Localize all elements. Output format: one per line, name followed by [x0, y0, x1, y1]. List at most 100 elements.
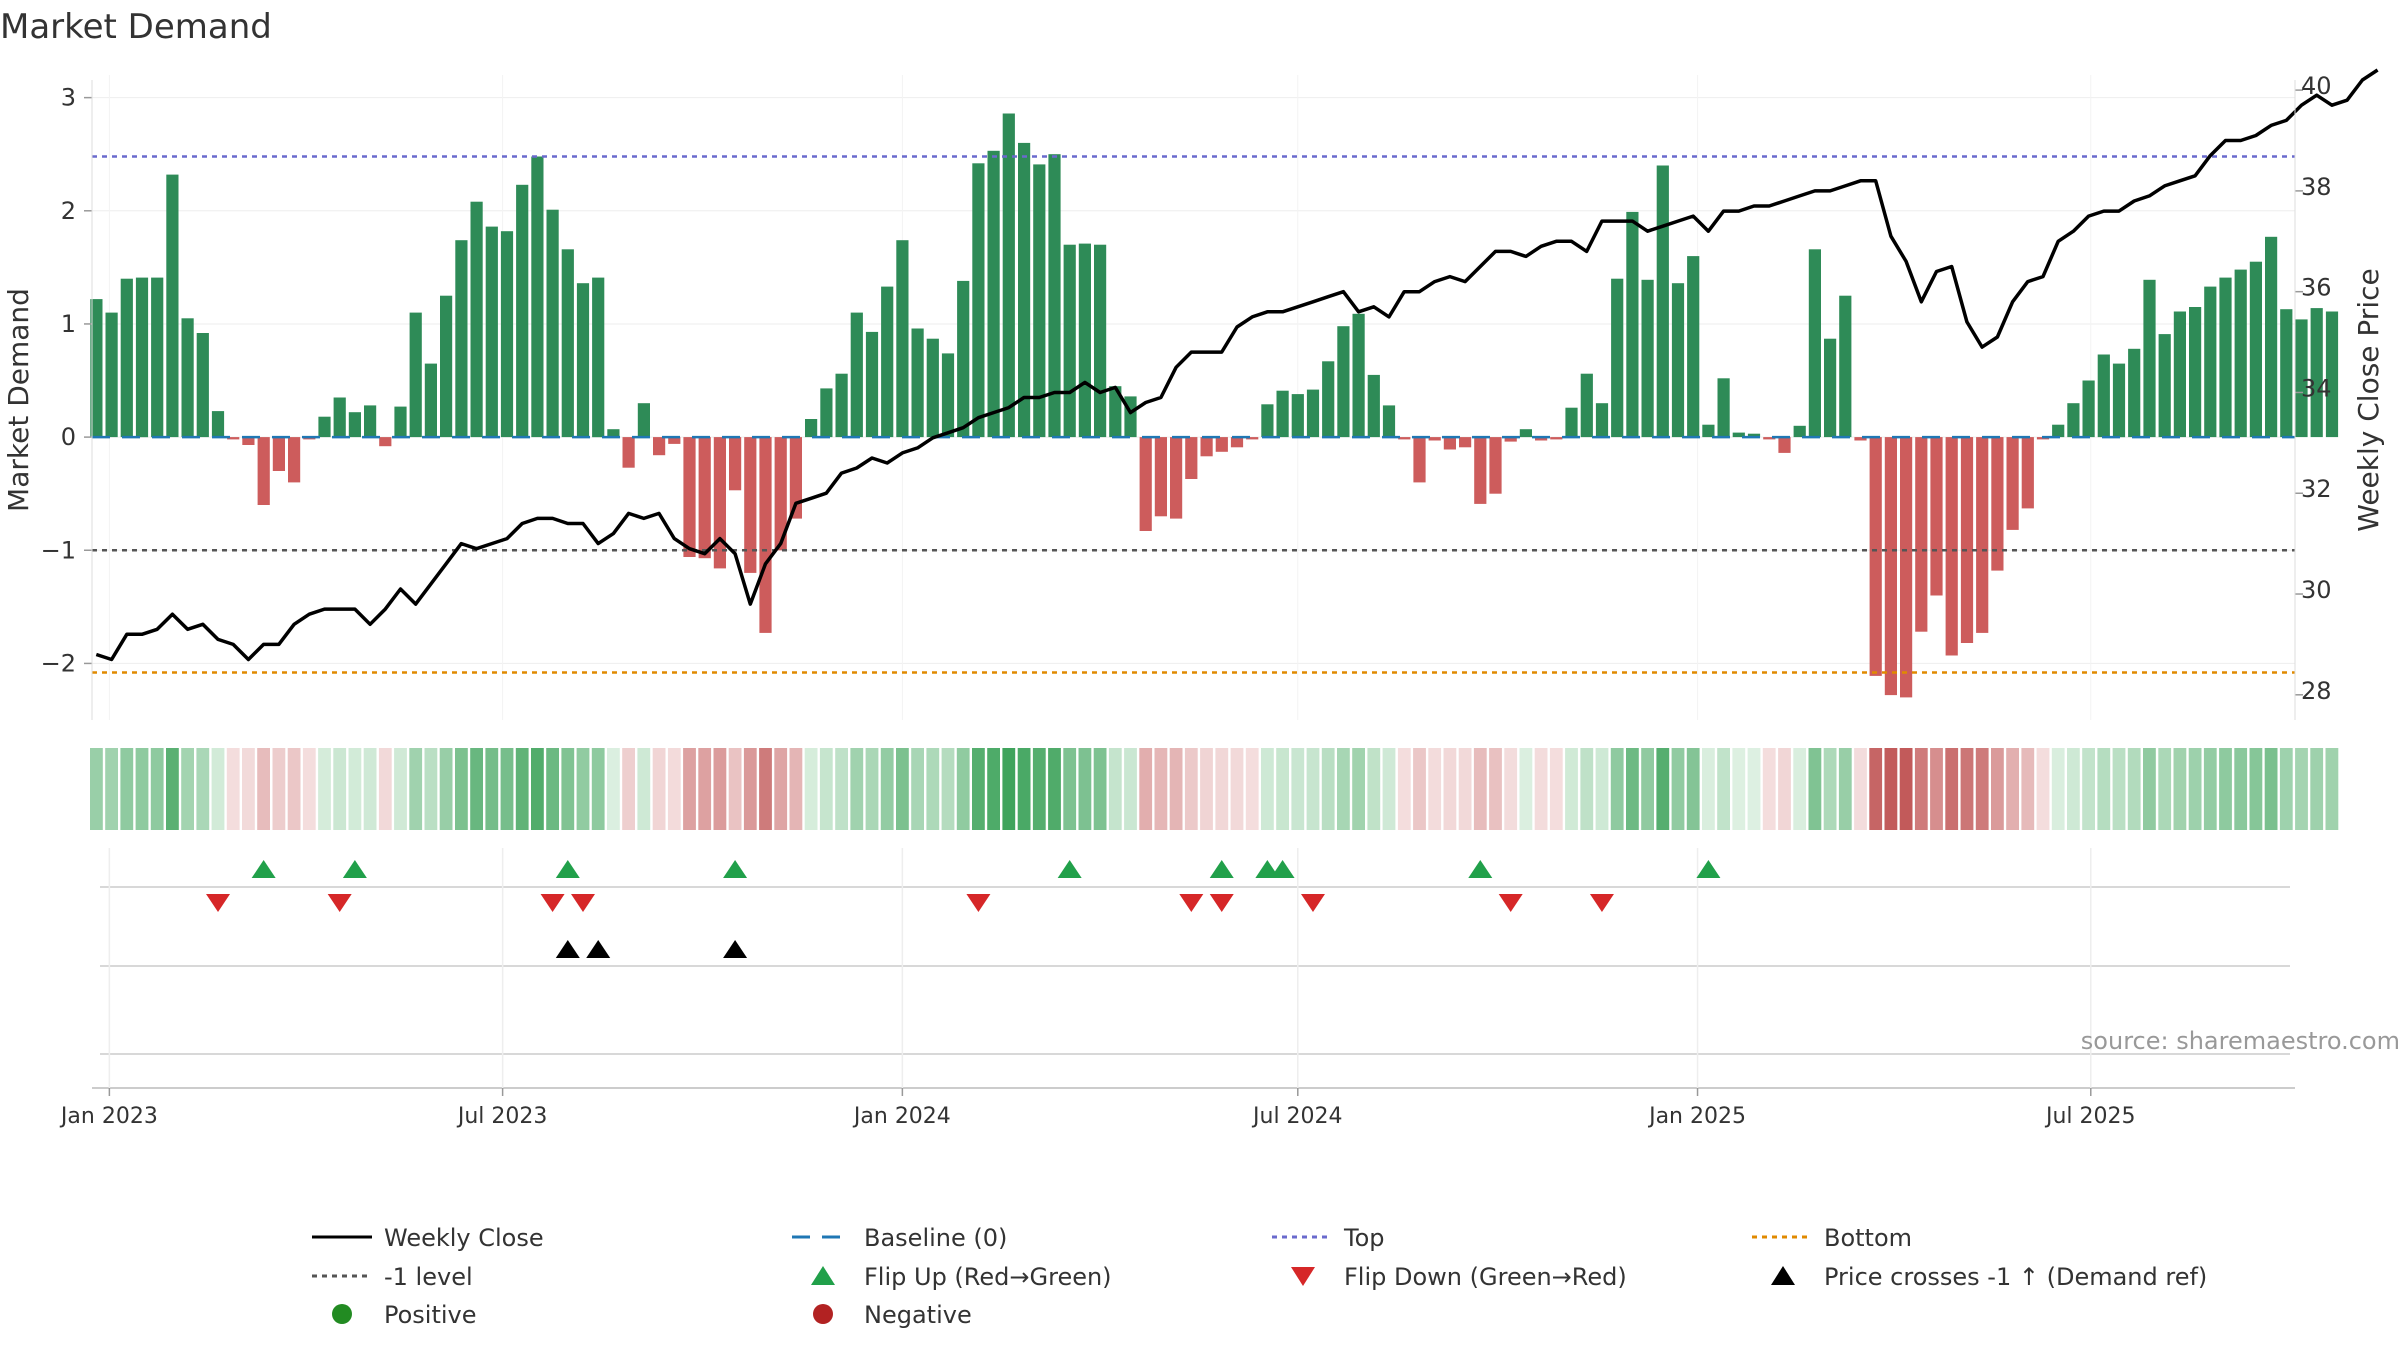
heat-strip-cell [2067, 748, 2080, 830]
heat-strip-cell [120, 748, 134, 830]
triangle-up-icon [1771, 1266, 1795, 1285]
demand-bar [2280, 309, 2293, 438]
chart-title: Market Demand [0, 7, 272, 47]
heat-strip-cell [257, 748, 270, 830]
flip-down-marker [1589, 894, 1614, 912]
demand-bar [2112, 363, 2126, 438]
demand-bar [485, 226, 498, 438]
heat-strip-cell [1793, 748, 1807, 830]
legend-item-positive: Positive [332, 1301, 477, 1329]
demand-bar [2234, 269, 2247, 438]
flip-down-marker [327, 894, 352, 912]
heat-strip-cell [1321, 748, 1335, 830]
heat-strip-cell [561, 748, 575, 830]
demand-bar [120, 278, 133, 438]
dot-icon [332, 1304, 352, 1324]
legend-item-baseline: Baseline (0) [792, 1224, 1007, 1252]
demand-bar [531, 156, 544, 438]
demand-bar [1991, 437, 2004, 571]
heat-strip-cell [1063, 748, 1077, 830]
heat-strip-cell [378, 748, 392, 830]
heat-strip-cell [2234, 748, 2248, 830]
heat-strip-cell [1823, 748, 1837, 830]
heat-strip-cell [1656, 748, 1670, 830]
demand-bar [318, 416, 331, 438]
demand-bar [424, 363, 437, 438]
demand-bar [729, 437, 742, 491]
heat-strip-cell [1367, 748, 1381, 830]
heat-strip-cell [591, 748, 605, 830]
demand-bar [394, 406, 407, 438]
demand-bar [1595, 403, 1609, 438]
heat-strip-cell [683, 748, 696, 830]
demand-bar [1215, 437, 1228, 452]
demand-bar [713, 437, 726, 569]
demand-bar [1063, 244, 1076, 438]
heat-strip-cell [607, 748, 620, 830]
demand-bar [90, 299, 103, 438]
heat-strip-cell [1306, 748, 1320, 830]
heat-strip-cell [1686, 748, 1700, 830]
heat-strip-cell [515, 748, 529, 830]
heat-strip-cell [880, 748, 894, 830]
heat-strip-cell [242, 748, 255, 830]
heat-strip-cell [1124, 748, 1137, 830]
heat-strip-cell [455, 748, 468, 830]
demand-bar [257, 437, 270, 505]
heat-strip-cell [287, 748, 301, 830]
demand-bar [820, 388, 833, 438]
demand-bar [1109, 386, 1122, 438]
heat-strip-cell [1002, 748, 1016, 830]
demand-bar [941, 353, 955, 438]
legend: Weekly Close Baseline (0) Top Bottom -1 … [312, 1224, 2207, 1329]
demand-bar [1626, 211, 1639, 438]
demand-bar [1550, 437, 1563, 440]
heat-strip-cell [90, 748, 103, 830]
heat-strip-cell [987, 748, 1000, 830]
heat-strip-cell [1869, 748, 1883, 830]
demand-bar [1276, 390, 1289, 438]
heat-strip-cell [1184, 748, 1198, 830]
flip-up-marker [1209, 860, 1234, 878]
demand-bar [2310, 308, 2323, 438]
demand-bar [653, 437, 666, 456]
heat-strip-cell [1413, 748, 1426, 830]
heat-strip-cell [424, 748, 438, 830]
y-right-tick-label: 40 [2301, 72, 2332, 100]
heat-strip-cell [2188, 748, 2202, 830]
demand-bar [1641, 279, 1654, 438]
demand-bar [1976, 437, 1989, 633]
legend-item-negative: Negative [813, 1301, 972, 1329]
heat-strip-cell [1762, 748, 1776, 830]
heat-strip-cell [1108, 748, 1122, 830]
heat-strip-cell [1245, 748, 1259, 830]
heat-strip-cell [1443, 748, 1457, 830]
demand-bar [881, 286, 894, 438]
heat-strip-cell [774, 748, 788, 830]
legend-label: Weekly Close [384, 1224, 544, 1252]
legend-label: Baseline (0) [864, 1224, 1007, 1252]
flip-up-marker [1468, 860, 1493, 878]
heat-strip-cell [850, 748, 864, 830]
demand-bar [1261, 404, 1274, 438]
heat-strip-cell [1337, 748, 1350, 830]
demand-bar [1808, 249, 1821, 438]
heat-strip-cell [2082, 748, 2095, 830]
demand-bar [1382, 405, 1396, 438]
heat-strip-cell [2249, 748, 2263, 830]
heat-strip-cell [1838, 748, 1852, 830]
heat-strip-cell [576, 748, 590, 830]
legend-label: Flip Up (Red→Green) [864, 1263, 1112, 1291]
heat-strip-cell [1565, 748, 1578, 830]
heat-strip-cell [2051, 748, 2065, 830]
heat-strip-cell [1276, 748, 1289, 830]
heat-strip-cell [1382, 748, 1396, 830]
legend-label: Bottom [1824, 1224, 1912, 1252]
demand-bar [288, 437, 301, 483]
demand-bar [1291, 394, 1304, 438]
demand-bar [1474, 437, 1487, 504]
demand-bar [1671, 283, 1685, 438]
flip-up-marker [555, 860, 580, 878]
heat-strip-cell [2127, 748, 2141, 830]
